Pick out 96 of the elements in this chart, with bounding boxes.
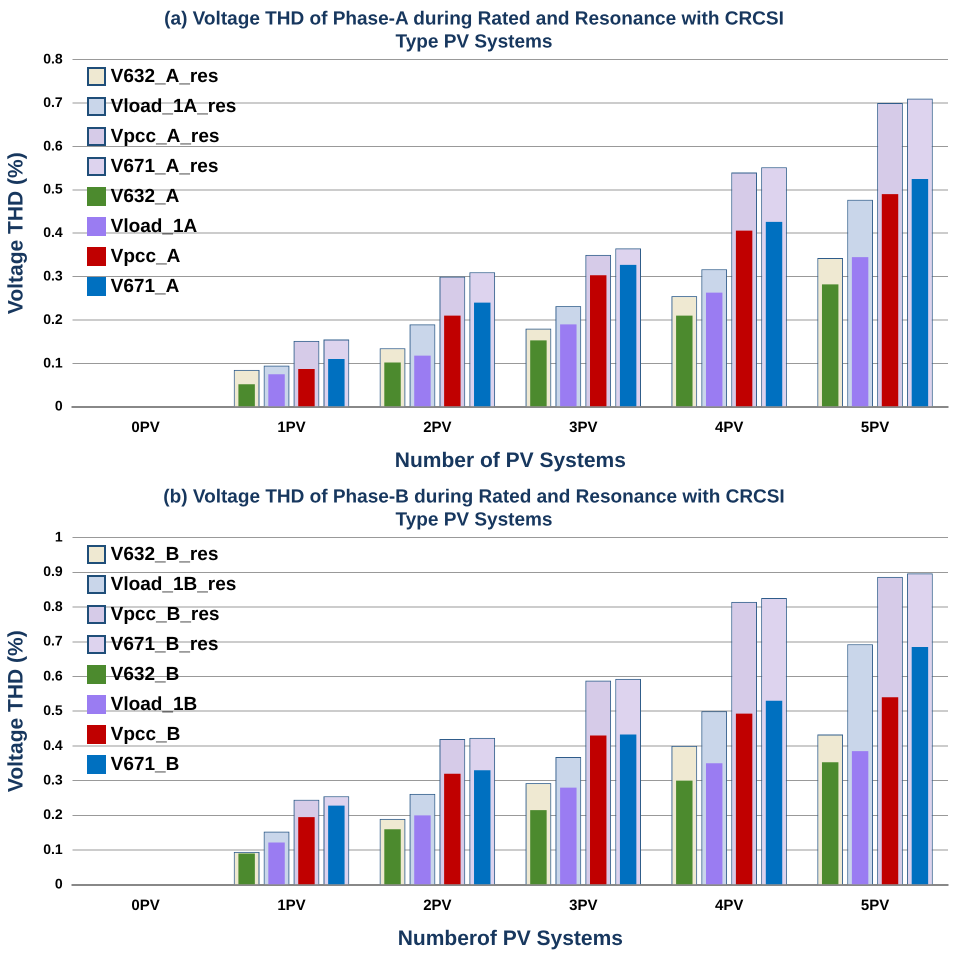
legend-label: Vpcc_A_res <box>110 126 220 148</box>
y-tick-label: 0 <box>54 398 63 414</box>
bar <box>384 829 401 884</box>
bar <box>414 356 431 406</box>
x-axis-title: Number of PV Systems <box>394 449 626 472</box>
legend-label: Vpcc_B_res <box>110 604 220 626</box>
bar <box>328 806 345 884</box>
y-tick-label: 0.6 <box>43 667 63 684</box>
bar <box>590 275 606 406</box>
y-tick-label: 0.7 <box>43 632 63 649</box>
x-tick-label: 3PV <box>569 418 598 436</box>
bar <box>384 362 401 406</box>
legend-label: Vload_1B <box>110 694 198 716</box>
bar <box>298 817 315 884</box>
x-tick-label: 5PV <box>860 896 890 914</box>
y-tick-label: 0.4 <box>43 736 63 753</box>
x-tick-label: 2PV <box>423 896 452 914</box>
legend-label: V671_A_res <box>110 156 218 178</box>
legend-label: V671_B <box>110 754 180 776</box>
x-tick-label: 0PV <box>131 418 160 436</box>
y-tick-label: 0.6 <box>43 137 63 154</box>
bar <box>620 734 636 884</box>
bar <box>822 762 838 884</box>
text: Type PV Systems <box>395 31 553 52</box>
bar <box>474 770 490 884</box>
bar <box>530 340 547 406</box>
bar <box>912 178 928 406</box>
bar <box>238 854 255 884</box>
y-tick-label: 0.1 <box>43 840 63 857</box>
legend-label: V632_B_res <box>110 544 218 566</box>
y-axis-title: Voltage THD (%) <box>4 152 28 314</box>
bar <box>852 751 868 884</box>
bar <box>298 369 315 406</box>
bar <box>238 384 255 406</box>
legend-label: Vload_1A_res <box>110 96 236 118</box>
y-axis-title: Voltage THD (%) <box>4 630 28 792</box>
legend-label: V632_B <box>110 664 180 686</box>
legend-label: V632_A_res <box>110 66 218 88</box>
legend-label: Vload_1B_res <box>110 574 236 596</box>
bar <box>852 257 868 406</box>
y-tick-label: 0.4 <box>43 224 63 240</box>
bar <box>620 264 636 406</box>
bar <box>676 316 693 406</box>
x-tick-label: 4PV <box>714 896 744 914</box>
bar <box>766 700 782 884</box>
y-tick-label: 0.8 <box>43 50 63 66</box>
bar <box>882 697 898 884</box>
legend-label: Vpcc_B <box>110 724 180 746</box>
x-tick-label: 5PV <box>860 418 890 436</box>
y-tick-label: 1 <box>54 528 63 544</box>
bar <box>706 763 722 884</box>
bar <box>766 222 782 406</box>
bar <box>268 842 285 884</box>
y-tick-label: 0.1 <box>43 354 63 370</box>
legend-label: Vpcc_A <box>110 246 180 268</box>
x-axis-title: Numberof PV Systems <box>398 927 623 950</box>
y-tick-label: 0.9 <box>43 563 63 580</box>
bar <box>736 714 752 884</box>
y-tick-label: 0.7 <box>43 94 63 110</box>
x-tick-label: 1PV <box>277 418 306 436</box>
bar <box>676 780 693 884</box>
bar <box>736 230 752 406</box>
legend-label: V632_A <box>110 186 180 208</box>
bar <box>560 324 577 406</box>
x-tick-label: 4PV <box>714 418 744 436</box>
text: (a) Voltage THD of Phase-A during Rated and Resonance with CRCSI <box>164 8 784 30</box>
y-tick-label: 0.3 <box>43 772 63 788</box>
bar <box>590 736 606 884</box>
bar <box>530 810 547 884</box>
y-tick-label: 0.8 <box>43 598 63 614</box>
x-tick-label: 3PV <box>569 896 598 914</box>
y-tick-label: 0.2 <box>43 310 63 327</box>
legend-label: V671_A <box>110 276 180 298</box>
y-tick-label: 0.2 <box>43 806 63 822</box>
legend-label: Vload_1A <box>110 216 198 238</box>
y-tick-label: 0.3 <box>43 267 63 284</box>
bar <box>444 316 461 406</box>
bar <box>560 788 577 884</box>
bar <box>474 302 490 406</box>
bar <box>912 646 928 884</box>
bar <box>328 359 345 406</box>
x-tick-label: 1PV <box>277 896 306 914</box>
bar <box>882 194 898 406</box>
text: (b) Voltage THD of Phase-B during Rated and Resonance with CRCSI <box>163 486 785 508</box>
bar <box>706 292 722 406</box>
text: Type PV Systems <box>395 509 553 530</box>
x-tick-label: 0PV <box>131 896 160 914</box>
y-tick-label: 0 <box>54 876 63 892</box>
bar <box>414 815 431 884</box>
y-tick-label: 0.5 <box>43 180 63 197</box>
legend-label: V671_B_res <box>110 634 218 656</box>
bar <box>268 374 285 406</box>
y-tick-label: 0.5 <box>43 702 63 718</box>
bar <box>822 284 838 406</box>
bar <box>444 774 461 884</box>
x-tick-label: 2PV <box>423 418 452 436</box>
